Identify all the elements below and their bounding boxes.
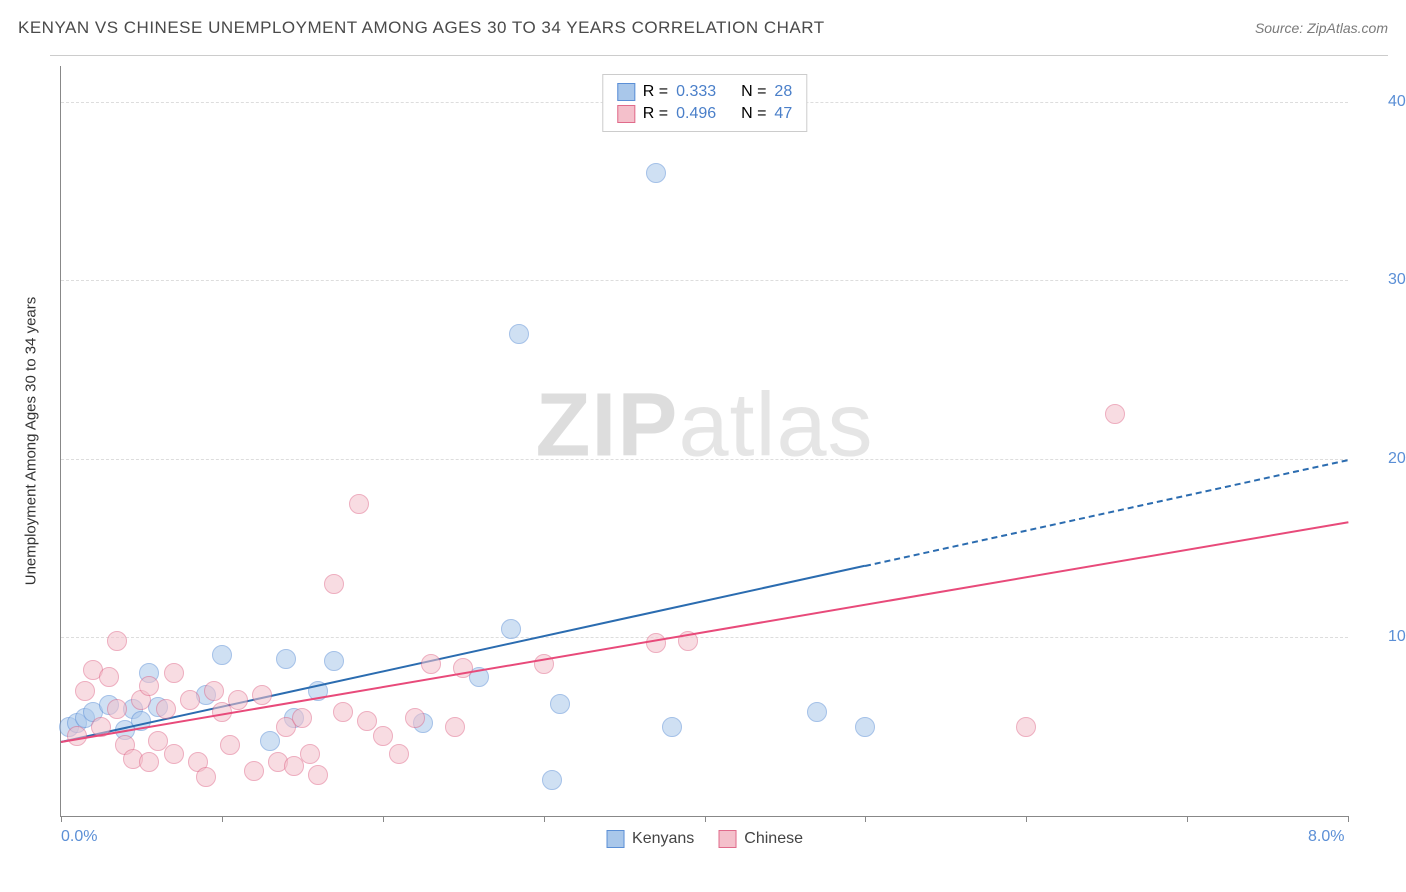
r-value-kenyans: 0.333 xyxy=(676,83,716,101)
legend-label-kenyans: Kenyans xyxy=(632,830,694,848)
data-point-kenyans xyxy=(807,702,827,722)
data-point-chinese xyxy=(164,744,184,764)
data-point-kenyans xyxy=(260,731,280,751)
data-point-chinese xyxy=(220,735,240,755)
chart-title: KENYAN VS CHINESE UNEMPLOYMENT AMONG AGE… xyxy=(18,18,825,38)
data-point-kenyans xyxy=(509,324,529,344)
series-legend: Kenyans Chinese xyxy=(606,830,803,848)
chart-area: Unemployment Among Ages 30 to 34 years Z… xyxy=(50,55,1388,862)
y-tick-label: 20.0% xyxy=(1388,450,1406,468)
swatch-kenyans xyxy=(617,83,635,101)
gridline-h xyxy=(61,459,1348,460)
trendline-kenyans xyxy=(61,565,866,743)
source-name: ZipAtlas.com xyxy=(1307,20,1388,36)
legend-row-chinese: R = 0.496 N = 47 xyxy=(617,103,792,125)
data-point-chinese xyxy=(164,663,184,683)
data-point-kenyans xyxy=(542,770,562,790)
x-tick xyxy=(61,816,62,822)
x-tick xyxy=(705,816,706,822)
data-point-chinese xyxy=(107,699,127,719)
data-point-kenyans xyxy=(646,163,666,183)
data-point-chinese xyxy=(252,685,272,705)
data-point-kenyans xyxy=(855,717,875,737)
data-point-chinese xyxy=(107,631,127,651)
legend-label-chinese: Chinese xyxy=(744,830,803,848)
data-point-chinese xyxy=(300,744,320,764)
data-point-chinese xyxy=(156,699,176,719)
data-point-chinese xyxy=(67,726,87,746)
data-point-chinese xyxy=(349,494,369,514)
data-point-chinese xyxy=(99,667,119,687)
n-value-kenyans: 28 xyxy=(774,83,792,101)
source-prefix: Source: xyxy=(1255,20,1307,36)
data-point-chinese xyxy=(324,574,344,594)
x-tick xyxy=(222,816,223,822)
watermark-atlas: atlas xyxy=(678,376,873,476)
data-point-chinese xyxy=(646,633,666,653)
x-tick xyxy=(544,816,545,822)
data-point-chinese xyxy=(228,690,248,710)
swatch-chinese-icon xyxy=(718,830,736,848)
data-point-chinese xyxy=(180,690,200,710)
gridline-h xyxy=(61,637,1348,638)
legend-row-kenyans: R = 0.333 N = 28 xyxy=(617,81,792,103)
swatch-chinese xyxy=(617,105,635,123)
x-tick xyxy=(1026,816,1027,822)
legend-item-chinese: Chinese xyxy=(718,830,803,848)
x-tick-label: 0.0% xyxy=(61,828,97,846)
n-value-chinese: 47 xyxy=(774,105,792,123)
data-point-chinese xyxy=(75,681,95,701)
x-tick xyxy=(383,816,384,822)
data-point-chinese xyxy=(139,676,159,696)
watermark-zip: ZIP xyxy=(535,376,678,476)
data-point-chinese xyxy=(139,752,159,772)
data-point-chinese xyxy=(333,702,353,722)
r-label-kenyans: R = xyxy=(643,83,668,101)
data-point-chinese xyxy=(421,654,441,674)
data-point-chinese xyxy=(389,744,409,764)
trendline-chinese xyxy=(61,521,1348,743)
x-tick xyxy=(1187,816,1188,822)
data-point-chinese xyxy=(1105,404,1125,424)
data-point-kenyans xyxy=(662,717,682,737)
r-value-chinese: 0.496 xyxy=(676,105,716,123)
plot-region: Unemployment Among Ages 30 to 34 years Z… xyxy=(60,66,1348,817)
data-point-kenyans xyxy=(550,694,570,714)
data-point-chinese xyxy=(244,761,264,781)
data-point-chinese xyxy=(204,681,224,701)
data-point-kenyans xyxy=(212,645,232,665)
watermark: ZIPatlas xyxy=(535,375,873,478)
chart-header: KENYAN VS CHINESE UNEMPLOYMENT AMONG AGE… xyxy=(18,18,1388,38)
n-label-kenyans: N = xyxy=(741,83,766,101)
y-tick-label: 30.0% xyxy=(1388,271,1406,289)
data-point-chinese xyxy=(445,717,465,737)
data-point-kenyans xyxy=(324,651,344,671)
x-tick-label: 8.0% xyxy=(1308,828,1344,846)
data-point-chinese xyxy=(357,711,377,731)
data-point-chinese xyxy=(405,708,425,728)
data-point-chinese xyxy=(292,708,312,728)
y-tick-label: 10.0% xyxy=(1388,628,1406,646)
data-point-chinese xyxy=(308,765,328,785)
n-label-chinese: N = xyxy=(741,105,766,123)
data-point-chinese xyxy=(373,726,393,746)
trendline-kenyans-dashed xyxy=(865,459,1348,567)
source-attribution: Source: ZipAtlas.com xyxy=(1255,20,1388,36)
r-label-chinese: R = xyxy=(643,105,668,123)
gridline-h xyxy=(61,280,1348,281)
data-point-chinese xyxy=(1016,717,1036,737)
correlation-legend: R = 0.333 N = 28 R = 0.496 N = 47 xyxy=(602,74,807,132)
x-tick xyxy=(1348,816,1349,822)
data-point-kenyans xyxy=(501,619,521,639)
data-point-chinese xyxy=(196,767,216,787)
legend-item-kenyans: Kenyans xyxy=(606,830,694,848)
x-tick xyxy=(865,816,866,822)
data-point-kenyans xyxy=(276,649,296,669)
swatch-kenyans-icon xyxy=(606,830,624,848)
y-axis-label: Unemployment Among Ages 30 to 34 years xyxy=(23,297,40,586)
y-tick-label: 40.0% xyxy=(1388,93,1406,111)
